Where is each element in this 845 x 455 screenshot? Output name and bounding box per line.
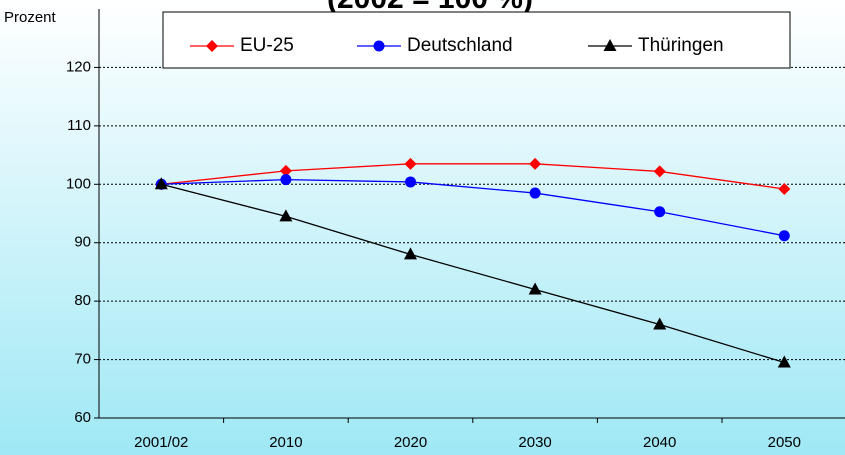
x-tick-label: 2040: [643, 434, 676, 451]
data-point: [404, 247, 417, 260]
legend-marker: [603, 39, 617, 51]
legend-label: Thüringen: [638, 35, 724, 56]
legend-marker: [373, 40, 385, 52]
data-point: [777, 355, 791, 368]
legend-marker: [206, 40, 218, 52]
y-tick-label: 110: [67, 117, 91, 134]
series-line: [161, 183, 785, 364]
data-point: [778, 230, 790, 242]
x-tick-label: 2010: [269, 434, 302, 451]
legend-label: Deutschland: [407, 35, 513, 56]
x-tick-label: 2001/02: [134, 434, 188, 451]
x-tick-label: 2050: [768, 434, 801, 451]
x-tick-label: 2030: [518, 434, 551, 451]
y-tick-label: 120: [66, 58, 91, 75]
series-line: [161, 163, 785, 190]
y-tick-label: 90: [74, 234, 91, 251]
y-tick-label: 100: [66, 175, 91, 192]
x-tick-label: 2020: [394, 434, 427, 451]
series-line: [161, 178, 785, 237]
data-point: [528, 282, 542, 295]
data-point: [279, 209, 293, 222]
y-axis-label: Prozent: [4, 9, 57, 26]
legend-box: [162, 11, 791, 69]
y-tick-label: 80: [74, 292, 91, 309]
data-point: [654, 206, 666, 218]
data-point: [279, 164, 292, 177]
chart-title: (2002 = 100 %): [327, 0, 533, 15]
data-point: [154, 177, 168, 190]
data-point: [778, 182, 791, 195]
data-point: [529, 187, 541, 199]
data-point: [653, 317, 667, 330]
data-point: [405, 176, 416, 188]
y-tick-label: 60: [74, 409, 91, 426]
data-point: [529, 157, 542, 170]
y-tick-label: 70: [74, 351, 91, 368]
data-point: [653, 165, 666, 178]
data-point: [404, 157, 417, 170]
legend-label: EU-25: [240, 35, 294, 56]
data-point: [280, 174, 292, 186]
